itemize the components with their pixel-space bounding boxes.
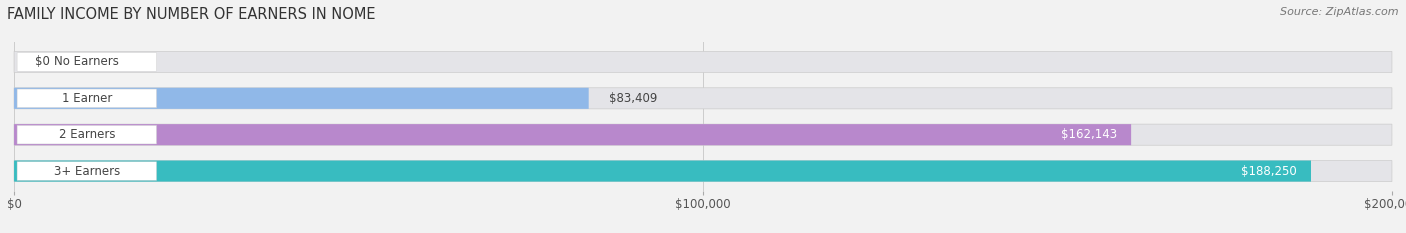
- Text: FAMILY INCOME BY NUMBER OF EARNERS IN NOME: FAMILY INCOME BY NUMBER OF EARNERS IN NO…: [7, 7, 375, 22]
- Text: $0: $0: [35, 55, 49, 69]
- Text: 2 Earners: 2 Earners: [59, 128, 115, 141]
- FancyBboxPatch shape: [14, 161, 1392, 182]
- FancyBboxPatch shape: [14, 88, 1392, 109]
- FancyBboxPatch shape: [17, 125, 156, 144]
- Text: No Earners: No Earners: [55, 55, 120, 69]
- FancyBboxPatch shape: [14, 51, 1392, 72]
- FancyBboxPatch shape: [17, 53, 156, 71]
- FancyBboxPatch shape: [14, 124, 1132, 145]
- Text: $83,409: $83,409: [609, 92, 658, 105]
- FancyBboxPatch shape: [14, 161, 1310, 182]
- Text: $162,143: $162,143: [1062, 128, 1118, 141]
- FancyBboxPatch shape: [14, 124, 1392, 145]
- FancyBboxPatch shape: [17, 89, 156, 108]
- Text: Source: ZipAtlas.com: Source: ZipAtlas.com: [1281, 7, 1399, 17]
- Text: $188,250: $188,250: [1241, 164, 1298, 178]
- Text: 3+ Earners: 3+ Earners: [53, 164, 120, 178]
- Text: 1 Earner: 1 Earner: [62, 92, 112, 105]
- FancyBboxPatch shape: [14, 88, 589, 109]
- FancyBboxPatch shape: [17, 162, 156, 180]
